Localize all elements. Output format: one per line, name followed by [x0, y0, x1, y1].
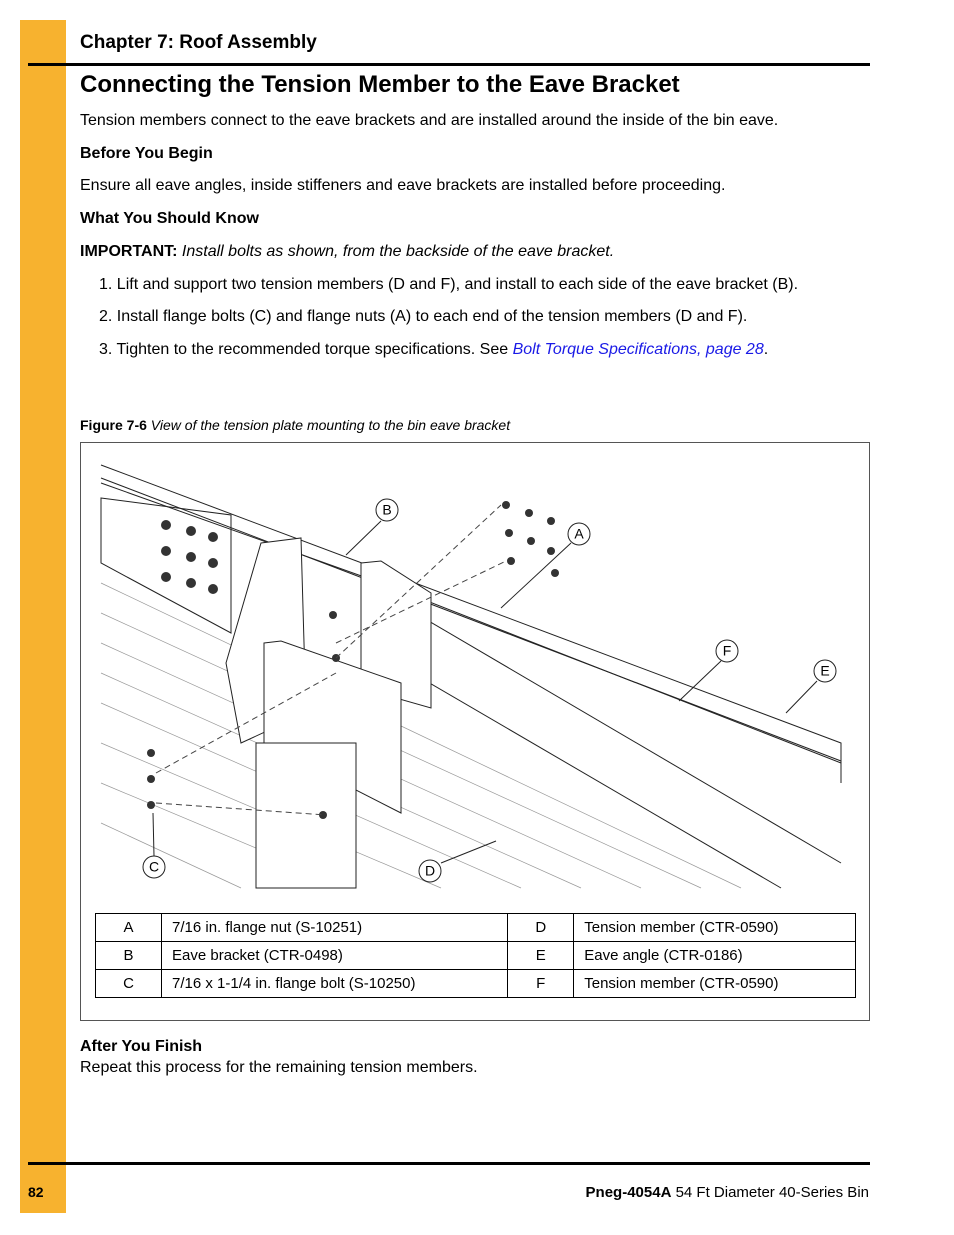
- step-text: Tighten to the recommended torque specif…: [116, 341, 509, 358]
- step-number: 2.: [99, 308, 113, 325]
- title: Connecting the Tension Member to the Eav…: [80, 71, 680, 98]
- leader-lines: [155, 504, 507, 816]
- step: 1. Lift and support two tension members …: [99, 276, 798, 294]
- side-bar: [20, 20, 66, 1213]
- important: IMPORTANT: Install bolts as shown, from …: [80, 243, 614, 261]
- part-name: Eave angle (CTR-0186): [573, 941, 856, 970]
- step-text: Lift and support two tension members (D …: [116, 276, 799, 293]
- doc-subtitle: 54 Ft Diameter 40-Series Bin: [675, 1184, 869, 1201]
- paragraph: Ensure all eave angles, inside stiffener…: [80, 177, 726, 194]
- step-number: 1.: [99, 276, 113, 293]
- callout-label: F: [723, 643, 732, 659]
- paragraph: Repeat this process for the remaining te…: [80, 1059, 478, 1076]
- table-row: A 7/16 in. flange nut (S-10251) D Tension m…: [95, 913, 856, 942]
- page-number: 82: [28, 1184, 44, 1200]
- callout-label: E: [820, 663, 829, 679]
- diagram: B A F E C D: [100, 464, 842, 889]
- table-row: B Eave bracket (CTR-0498) E Eave angle (CTR…: [95, 941, 856, 970]
- part-key: E: [507, 941, 575, 970]
- footer-doc: Pneg-4054A 54 Ft Diameter 40-Series Bin: [586, 1184, 869, 1201]
- callout-leaders: [152, 520, 818, 864]
- callout-label: D: [425, 863, 435, 879]
- part-name: 7/16 x 1-1/4 in. flange bolt (S-10250): [160, 969, 509, 998]
- callouts: [142, 498, 837, 883]
- part-name: 7/16 in. flange nut (S-10251): [160, 913, 509, 942]
- step-end: .: [763, 341, 769, 358]
- part-key: B: [95, 941, 162, 970]
- part-key: C: [95, 969, 162, 998]
- callout-label: C: [149, 859, 159, 875]
- part-key: D: [507, 913, 575, 942]
- figure-label: Figure 7-6: [80, 417, 147, 433]
- figure-caption: Figure 7-6 View of the tension plate mou…: [80, 417, 510, 433]
- part-name: Eave bracket (CTR-0498): [160, 941, 509, 970]
- part-key: F: [507, 969, 575, 998]
- intro: Tension members connect to the eave brac…: [80, 112, 779, 129]
- parts-table: A 7/16 in. flange nut (S-10251) D Tension m…: [95, 913, 856, 998]
- rule: [28, 1162, 870, 1165]
- link[interactable]: Bolt Torque Specifications, page 28: [512, 341, 764, 358]
- doc-id: Pneg-4054A: [585, 1184, 672, 1201]
- chapter: Chapter 7: Roof Assembly: [80, 32, 317, 53]
- eave-angle: [100, 464, 842, 889]
- heading: Before You Begin: [80, 145, 213, 162]
- callout-label: B: [382, 502, 391, 518]
- heading: What You Should Know: [80, 210, 259, 227]
- step-number: 3.: [99, 341, 113, 358]
- part-name: Tension member (CTR-0590): [573, 913, 856, 942]
- step: 3. Tighten to the recommended torque spe…: [99, 341, 768, 359]
- figure-caption-text: View of the tension plate mounting to th…: [150, 417, 511, 433]
- important-text: Install bolts as shown, from the backsid…: [181, 243, 615, 260]
- table-row: C 7/16 x 1-1/4 in. flange bolt (S-10250) F…: [95, 969, 856, 998]
- callout-label: A: [574, 526, 584, 542]
- heading: After You Finish: [80, 1038, 203, 1055]
- figure: B A F E C D A 7/16 in. flange nut (S-1025…: [80, 442, 870, 1021]
- step-text: Install flange bolts (C) and flange nuts…: [116, 308, 748, 325]
- part-name: Tension member (CTR-0590): [573, 969, 856, 998]
- bracket: [225, 537, 432, 889]
- step: 2. Install flange bolts (C) and flange n…: [99, 308, 747, 326]
- part-key: A: [95, 913, 162, 942]
- rule: [28, 63, 870, 66]
- important-label: IMPORTANT:: [80, 243, 178, 260]
